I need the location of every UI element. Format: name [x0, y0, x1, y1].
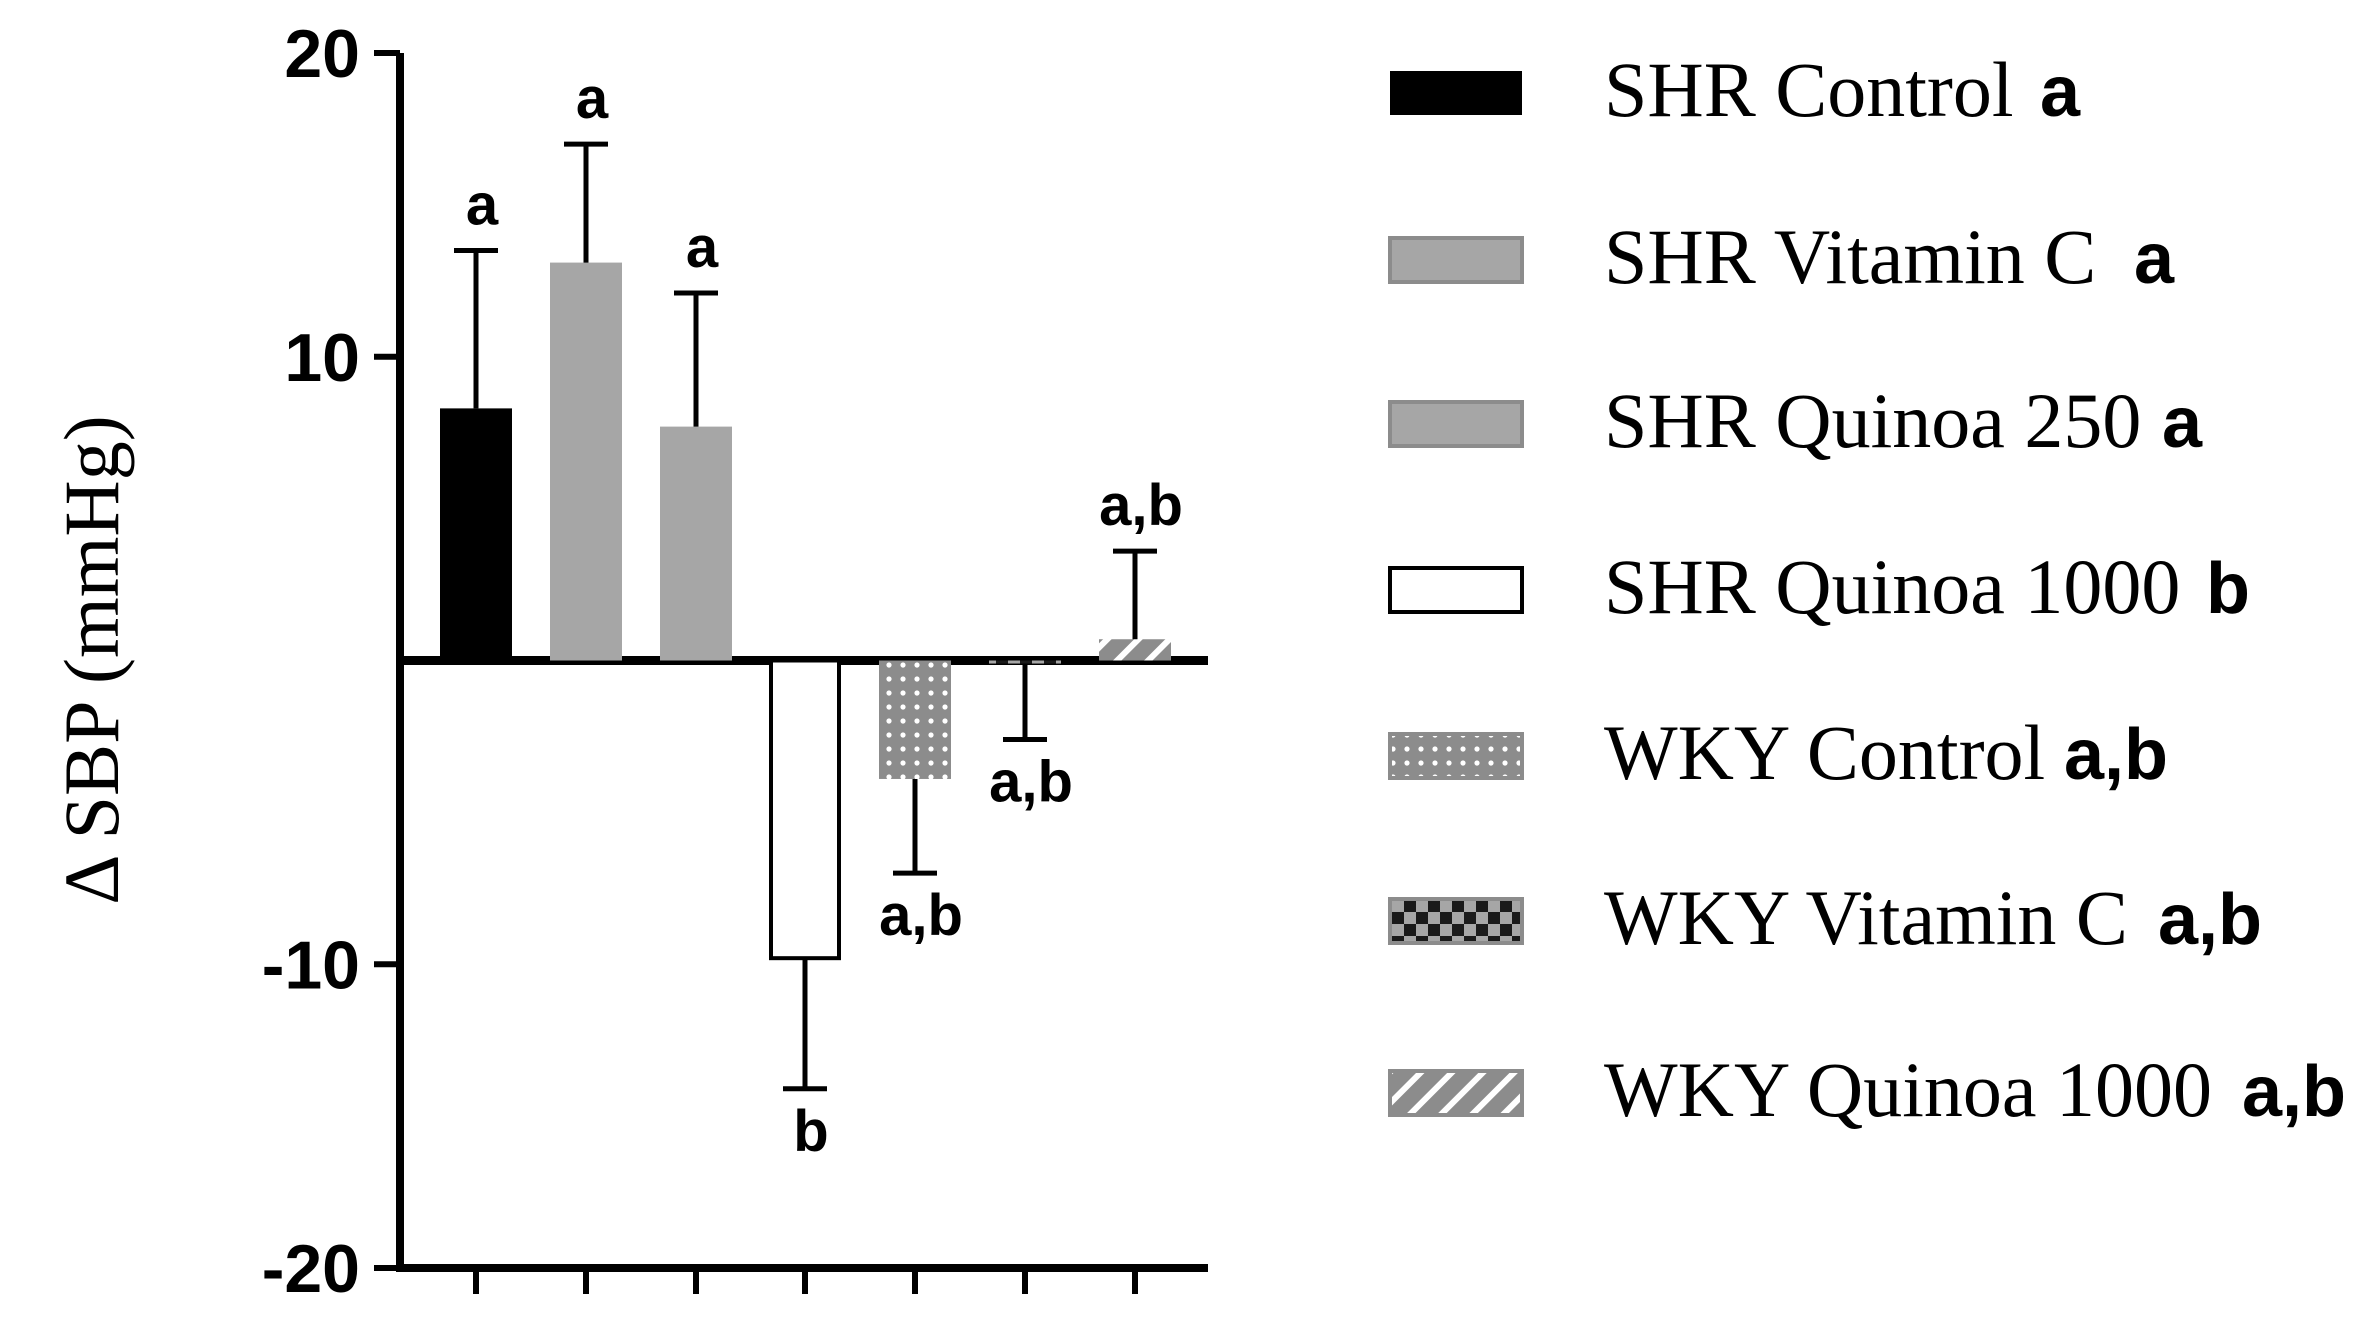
- legend-swatch: [1388, 1069, 1524, 1117]
- significance-label: a: [576, 66, 609, 131]
- legend-swatch: [1388, 732, 1524, 780]
- significance-label: a: [686, 215, 719, 280]
- legend-significance: a,b: [2158, 880, 2262, 960]
- y-tick-label: 20: [284, 16, 360, 92]
- legend-swatch: [1388, 236, 1524, 284]
- y-tick-label: -20: [262, 1231, 360, 1307]
- legend: SHR Control a SHR Vitamin C a SHR Quinoa 250…: [1388, 46, 2346, 1133]
- y-tick-label: -10: [262, 927, 360, 1003]
- bar: [769, 658, 841, 961]
- legend-significance: a: [2134, 219, 2175, 299]
- y-tick-label: 10: [284, 320, 360, 396]
- legend-swatch: [1388, 897, 1524, 945]
- bar: [989, 660, 1061, 664]
- significance-label: b: [793, 1099, 828, 1164]
- bar: [879, 660, 951, 779]
- significance-label: a,b: [879, 883, 963, 948]
- bar: [440, 408, 512, 661]
- legend-label: WKY Quinoa 1000: [1604, 1046, 2212, 1133]
- significance-label: a,b: [1099, 473, 1183, 538]
- significance-label: a,b: [989, 749, 1073, 814]
- bar: [1099, 639, 1171, 661]
- legend-swatch: [1390, 71, 1522, 115]
- legend-label: SHR Control: [1604, 46, 2014, 133]
- y-axis-label: Δ SBP (mmHg): [48, 415, 135, 904]
- legend-significance: a: [2162, 383, 2203, 463]
- legend-label: SHR Quinoa 1000: [1604, 543, 2180, 630]
- legend-significance: a: [2040, 52, 2081, 132]
- legend-significance: b: [2206, 549, 2250, 629]
- axes: 20 10 -10 -20: [262, 16, 1208, 1307]
- significance-label: a: [466, 172, 499, 237]
- bars: a a a b a,b a,b a,b: [440, 66, 1183, 1164]
- bar: [660, 426, 732, 661]
- legend-label: SHR Quinoa 250: [1604, 377, 2141, 464]
- legend-label: SHR Vitamin C: [1604, 213, 2096, 300]
- legend-significance: a,b: [2064, 715, 2168, 795]
- legend-swatch: [1388, 400, 1524, 448]
- bar: [550, 262, 622, 661]
- legend-significance: a,b: [2242, 1052, 2346, 1132]
- legend-label: WKY Vitamin C: [1604, 874, 2128, 961]
- legend-swatch: [1388, 566, 1524, 614]
- legend-label: WKY Control: [1604, 709, 2045, 796]
